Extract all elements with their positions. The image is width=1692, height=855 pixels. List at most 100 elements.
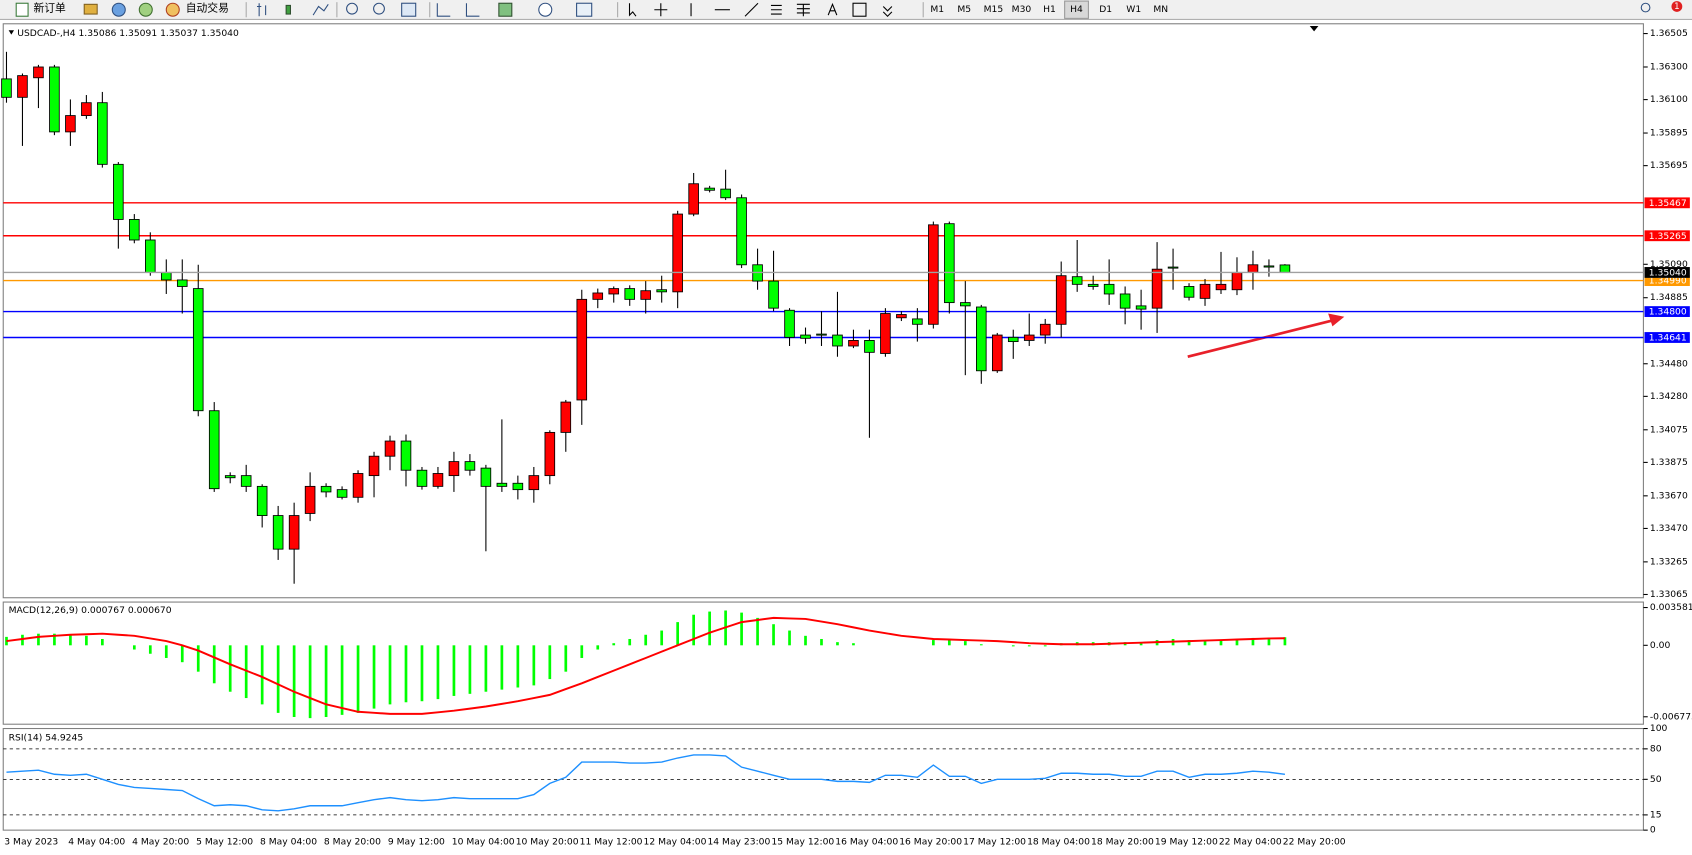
x-tick-label: 11 May 12:00 (580, 837, 643, 848)
candle-body (368, 455, 380, 477)
level-label-box (1644, 230, 1690, 242)
bar-chart-icon[interactable] (256, 3, 267, 17)
y-tick-label: -0.006775 (1650, 711, 1692, 722)
current-price-label: 1.35040 (1649, 267, 1687, 278)
annotation-arrow (1187, 318, 1335, 359)
new-order-icon[interactable] (15, 2, 29, 17)
auto-trading-icon[interactable] (165, 2, 180, 17)
candle-body (624, 288, 636, 300)
candle-body (832, 334, 843, 347)
candle-body (688, 183, 699, 215)
candle-body (81, 102, 92, 117)
level-label: 1.35467 (1649, 198, 1687, 209)
candle-body (1103, 283, 1115, 295)
x-tick-label: 16 May 20:00 (899, 837, 962, 848)
line-chart-icon[interactable] (312, 4, 329, 16)
timeframe-button[interactable]: M15 (984, 4, 1004, 15)
y-tick-label: 1.33875 (1650, 457, 1688, 468)
new-order-button[interactable]: 新订单 (33, 1, 66, 15)
periods-icon[interactable] (538, 2, 553, 17)
y-tick-label: 0 (1650, 825, 1656, 836)
text-icon[interactable] (827, 2, 838, 16)
candle-body (944, 223, 955, 304)
timeframe-button[interactable]: W1 (1126, 4, 1141, 15)
timeframe-button[interactable]: H4 (1070, 4, 1083, 15)
candle-body (496, 482, 508, 487)
candle-body (464, 461, 476, 471)
toolbar-icon[interactable] (83, 3, 98, 15)
notification-badge[interactable] (1671, 1, 1683, 12)
x-tick-label: 8 May 04:00 (260, 837, 317, 848)
search-icon[interactable] (1640, 2, 1651, 13)
active-timeframe (1064, 0, 1089, 19)
zoom-in-icon[interactable] (346, 2, 358, 15)
candle-body (1087, 283, 1099, 287)
y-tick-label: 1.36300 (1650, 61, 1688, 72)
candle-body (176, 279, 188, 287)
candle-body (1, 78, 12, 98)
timeframe-button[interactable]: M5 (957, 4, 971, 15)
x-tick-label: 22 May 20:00 (1283, 837, 1346, 848)
y-tick-label: 1.34280 (1650, 391, 1688, 402)
x-tick-label: 3 May 2023 (4, 837, 58, 848)
toolbar-icon[interactable] (111, 2, 126, 17)
y-tick-label: 80 (1650, 743, 1662, 754)
fibo-icon[interactable] (796, 3, 810, 17)
x-tick-label: 19 May 12:00 (1155, 837, 1218, 848)
candle-body (1039, 323, 1051, 336)
candle-body (224, 475, 236, 479)
candle-body (49, 66, 60, 133)
indicators-icon[interactable] (498, 2, 513, 17)
candle-body (129, 219, 140, 241)
trendline-icon[interactable] (744, 2, 759, 17)
candle-body (1151, 268, 1163, 309)
timeframe-button[interactable]: MN (1153, 4, 1168, 15)
candle-body (1247, 264, 1259, 273)
timeframe-button[interactable]: D1 (1099, 4, 1112, 15)
candle-body (240, 475, 252, 487)
candle-body (864, 340, 875, 353)
macd-panel (2, 601, 1644, 725)
symbol-dropdown[interactable] (8, 30, 15, 35)
x-tick-label: 14 May 23:00 (707, 837, 770, 848)
candle-body (432, 473, 444, 487)
candle-body (448, 461, 460, 477)
templates-icon[interactable] (576, 2, 593, 17)
auto-trading-button[interactable]: 自动交易 (186, 1, 229, 15)
y-tick-label: 1.33670 (1650, 490, 1688, 501)
candle-body (848, 340, 859, 347)
timeframe-button[interactable]: M1 (930, 4, 944, 15)
candle-body (720, 188, 731, 199)
candle-body (160, 272, 172, 281)
candle-body (1055, 275, 1067, 325)
crosshair-icon[interactable] (654, 3, 668, 17)
scroll-icon[interactable] (436, 3, 451, 17)
tile-icon[interactable] (401, 2, 417, 17)
cursor-icon[interactable] (628, 3, 637, 17)
candle-body (192, 288, 204, 412)
shift-icon[interactable] (465, 3, 480, 17)
arrows-icon[interactable] (882, 6, 893, 17)
candle-body (928, 224, 939, 325)
candle-body (640, 290, 651, 300)
candle-body (272, 515, 284, 550)
toolbar-icon[interactable] (138, 2, 153, 17)
candle-chart-icon[interactable] (285, 4, 291, 15)
channel-icon[interactable] (770, 4, 782, 15)
y-tick-label: 1.35895 (1650, 128, 1688, 139)
candle-body (576, 298, 588, 401)
candle-body (208, 410, 220, 490)
zoom-out-icon[interactable] (373, 2, 385, 15)
candle-body (768, 280, 779, 309)
x-tick-label: 4 May 20:00 (132, 837, 189, 848)
x-tick-label: 4 May 04:00 (68, 837, 125, 848)
timeframe-button[interactable]: H1 (1043, 4, 1056, 15)
signal-line (6, 616, 1285, 715)
notification-count: 1 (1674, 2, 1679, 12)
candle-body (1263, 265, 1275, 268)
candle-body (1167, 266, 1179, 269)
label-icon[interactable] (852, 2, 867, 17)
timeframe-button[interactable]: M30 (1012, 4, 1032, 15)
candle-body (912, 318, 923, 325)
toolbar-background (0, 0, 1692, 20)
